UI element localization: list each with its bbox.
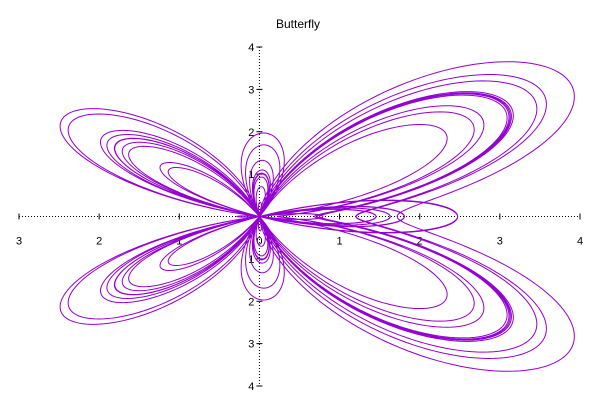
x-tick-label: 1 bbox=[176, 236, 182, 248]
chart-title: Butterfly bbox=[276, 17, 320, 31]
y-tick-label: 2 bbox=[248, 127, 254, 139]
x-tick-label: 4 bbox=[577, 236, 583, 248]
x-ticks: 3 2 1 0 1 2 3 4 bbox=[16, 213, 583, 248]
butterfly-curves bbox=[59, 61, 575, 372]
axes bbox=[19, 47, 580, 386]
y-tick-label: 1 bbox=[248, 169, 254, 181]
x-tick-label: 2 bbox=[96, 236, 102, 248]
y-tick-label: 2 bbox=[248, 296, 254, 308]
butterfly-curve-line bbox=[59, 61, 575, 372]
x-tick-label: 1 bbox=[337, 236, 343, 248]
x-tick-label: 3 bbox=[497, 236, 503, 248]
y-ticks: 4 3 2 1 1 2 3 4 bbox=[248, 42, 263, 393]
y-tick-label: 4 bbox=[248, 42, 254, 54]
x-tick-label: 2 bbox=[417, 236, 423, 248]
y-tick-label: 3 bbox=[248, 84, 254, 96]
y-tick-label: 4 bbox=[248, 381, 254, 393]
y-tick-label: 1 bbox=[248, 254, 254, 266]
x-tick-label: 3 bbox=[16, 236, 22, 248]
y-tick-label: 3 bbox=[248, 339, 254, 351]
x-tick-label: 0 bbox=[256, 236, 262, 248]
